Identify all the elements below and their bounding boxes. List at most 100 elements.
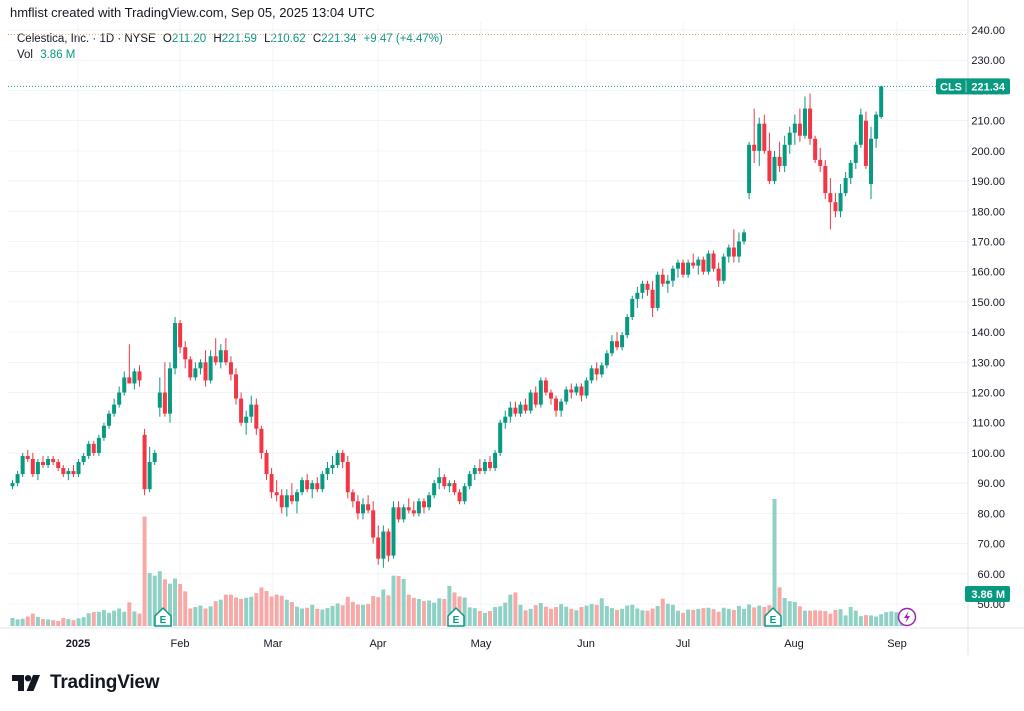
tradingview-brand: TradingView <box>12 672 160 694</box>
candle-body <box>411 510 416 514</box>
candle-body <box>254 404 259 429</box>
candle-body <box>183 347 188 360</box>
earnings-marker-shape <box>154 606 172 627</box>
volume-bar <box>518 604 523 626</box>
candle-body <box>447 483 452 487</box>
volume-bar <box>843 615 848 626</box>
candle-body <box>706 253 711 272</box>
volume-bar <box>56 620 61 626</box>
candle-body <box>802 108 807 136</box>
candle-body <box>173 323 178 369</box>
volume-bar <box>701 608 706 626</box>
volume-bar <box>401 578 406 626</box>
candle-body <box>462 486 467 502</box>
candle-body <box>432 483 437 496</box>
legend-low: 210.62 <box>270 33 306 45</box>
last-price-tag-bg <box>936 78 1010 95</box>
volume-bar <box>686 609 691 626</box>
candle-body <box>752 144 757 151</box>
volume-bar <box>874 616 879 626</box>
legend-open-key: O <box>162 33 172 45</box>
volume-bar <box>30 613 35 626</box>
candle-body <box>533 392 538 405</box>
volume-bar <box>61 617 66 626</box>
volume-bar <box>833 609 838 626</box>
volume-bar <box>706 607 711 626</box>
volume-tag: 3.86 M <box>965 586 1010 602</box>
volume-bar <box>376 597 381 626</box>
candle-body <box>371 510 376 538</box>
volume-bar <box>752 607 757 626</box>
volume-bar <box>594 604 599 626</box>
volume-bar <box>528 608 533 626</box>
volume-bar <box>361 604 366 626</box>
candle-body <box>264 452 269 475</box>
volume-bar <box>660 598 665 626</box>
candle-body <box>228 362 233 375</box>
volume-bar <box>10 617 15 626</box>
candle-body <box>300 480 305 493</box>
candle-body <box>472 468 477 475</box>
time-axis-label: May <box>471 638 492 650</box>
volume-bar <box>162 579 167 626</box>
volume-bar <box>167 583 172 626</box>
candle-body <box>117 392 122 405</box>
volume-bar <box>493 607 498 626</box>
candle-body <box>782 144 787 166</box>
volume-bar <box>300 608 305 626</box>
candle-body <box>310 483 315 490</box>
candle-body <box>818 159 823 166</box>
earnings-e-icon: E <box>154 606 172 627</box>
volume-bar <box>91 612 96 626</box>
volume-bar <box>823 611 828 626</box>
candle-body <box>259 428 264 453</box>
volume-bar <box>157 571 162 626</box>
volume-bar <box>442 598 447 626</box>
candle-body <box>513 407 518 414</box>
price-axis-label: 100.00 <box>971 448 1005 460</box>
candle-body <box>457 492 462 502</box>
volume-bar <box>726 608 731 626</box>
price-axis-label: 180.00 <box>971 206 1005 218</box>
candle-body <box>488 462 493 469</box>
candle-body <box>15 474 20 484</box>
legend-vol-label: Vol <box>17 49 33 61</box>
candle-body <box>396 507 401 520</box>
candle-body <box>742 232 747 242</box>
candle-body <box>345 462 350 493</box>
candle-body <box>767 150 772 182</box>
candle-body <box>736 241 741 257</box>
volume-bar <box>879 614 884 626</box>
volume-bar <box>274 594 279 626</box>
candle-body <box>234 374 239 399</box>
volume-bar <box>884 612 889 626</box>
candle-body <box>193 368 198 378</box>
candle-body <box>808 108 813 139</box>
legend-vol: 3.86 M <box>40 49 76 61</box>
volume-bar <box>350 601 355 626</box>
volume-bar <box>828 613 833 626</box>
candle-body <box>589 368 594 381</box>
volume-bar <box>569 608 574 626</box>
volume-bar <box>599 598 604 626</box>
volume-bar <box>584 605 589 626</box>
candle-body <box>609 341 614 354</box>
candle-body <box>620 335 625 348</box>
volume-bar <box>117 608 122 626</box>
legend-ohlc-row: Celestica, Inc. · 1D · NYSE O211.20 H221… <box>17 31 443 47</box>
volume-bar <box>620 608 625 626</box>
volume-bar <box>467 607 472 626</box>
candle-body <box>51 458 56 463</box>
price-axis-label: 240.00 <box>971 25 1005 37</box>
volume-bar <box>46 619 51 626</box>
volume-bar <box>589 604 594 626</box>
candle-body <box>381 531 386 559</box>
candle-body <box>675 262 680 269</box>
volume-bar <box>838 609 843 626</box>
volume-bar <box>193 607 198 626</box>
price-axis-label: 150.00 <box>971 297 1005 309</box>
candle-body <box>843 178 848 194</box>
price-axis-label: 60.00 <box>977 569 1005 581</box>
candle-body <box>416 501 421 514</box>
